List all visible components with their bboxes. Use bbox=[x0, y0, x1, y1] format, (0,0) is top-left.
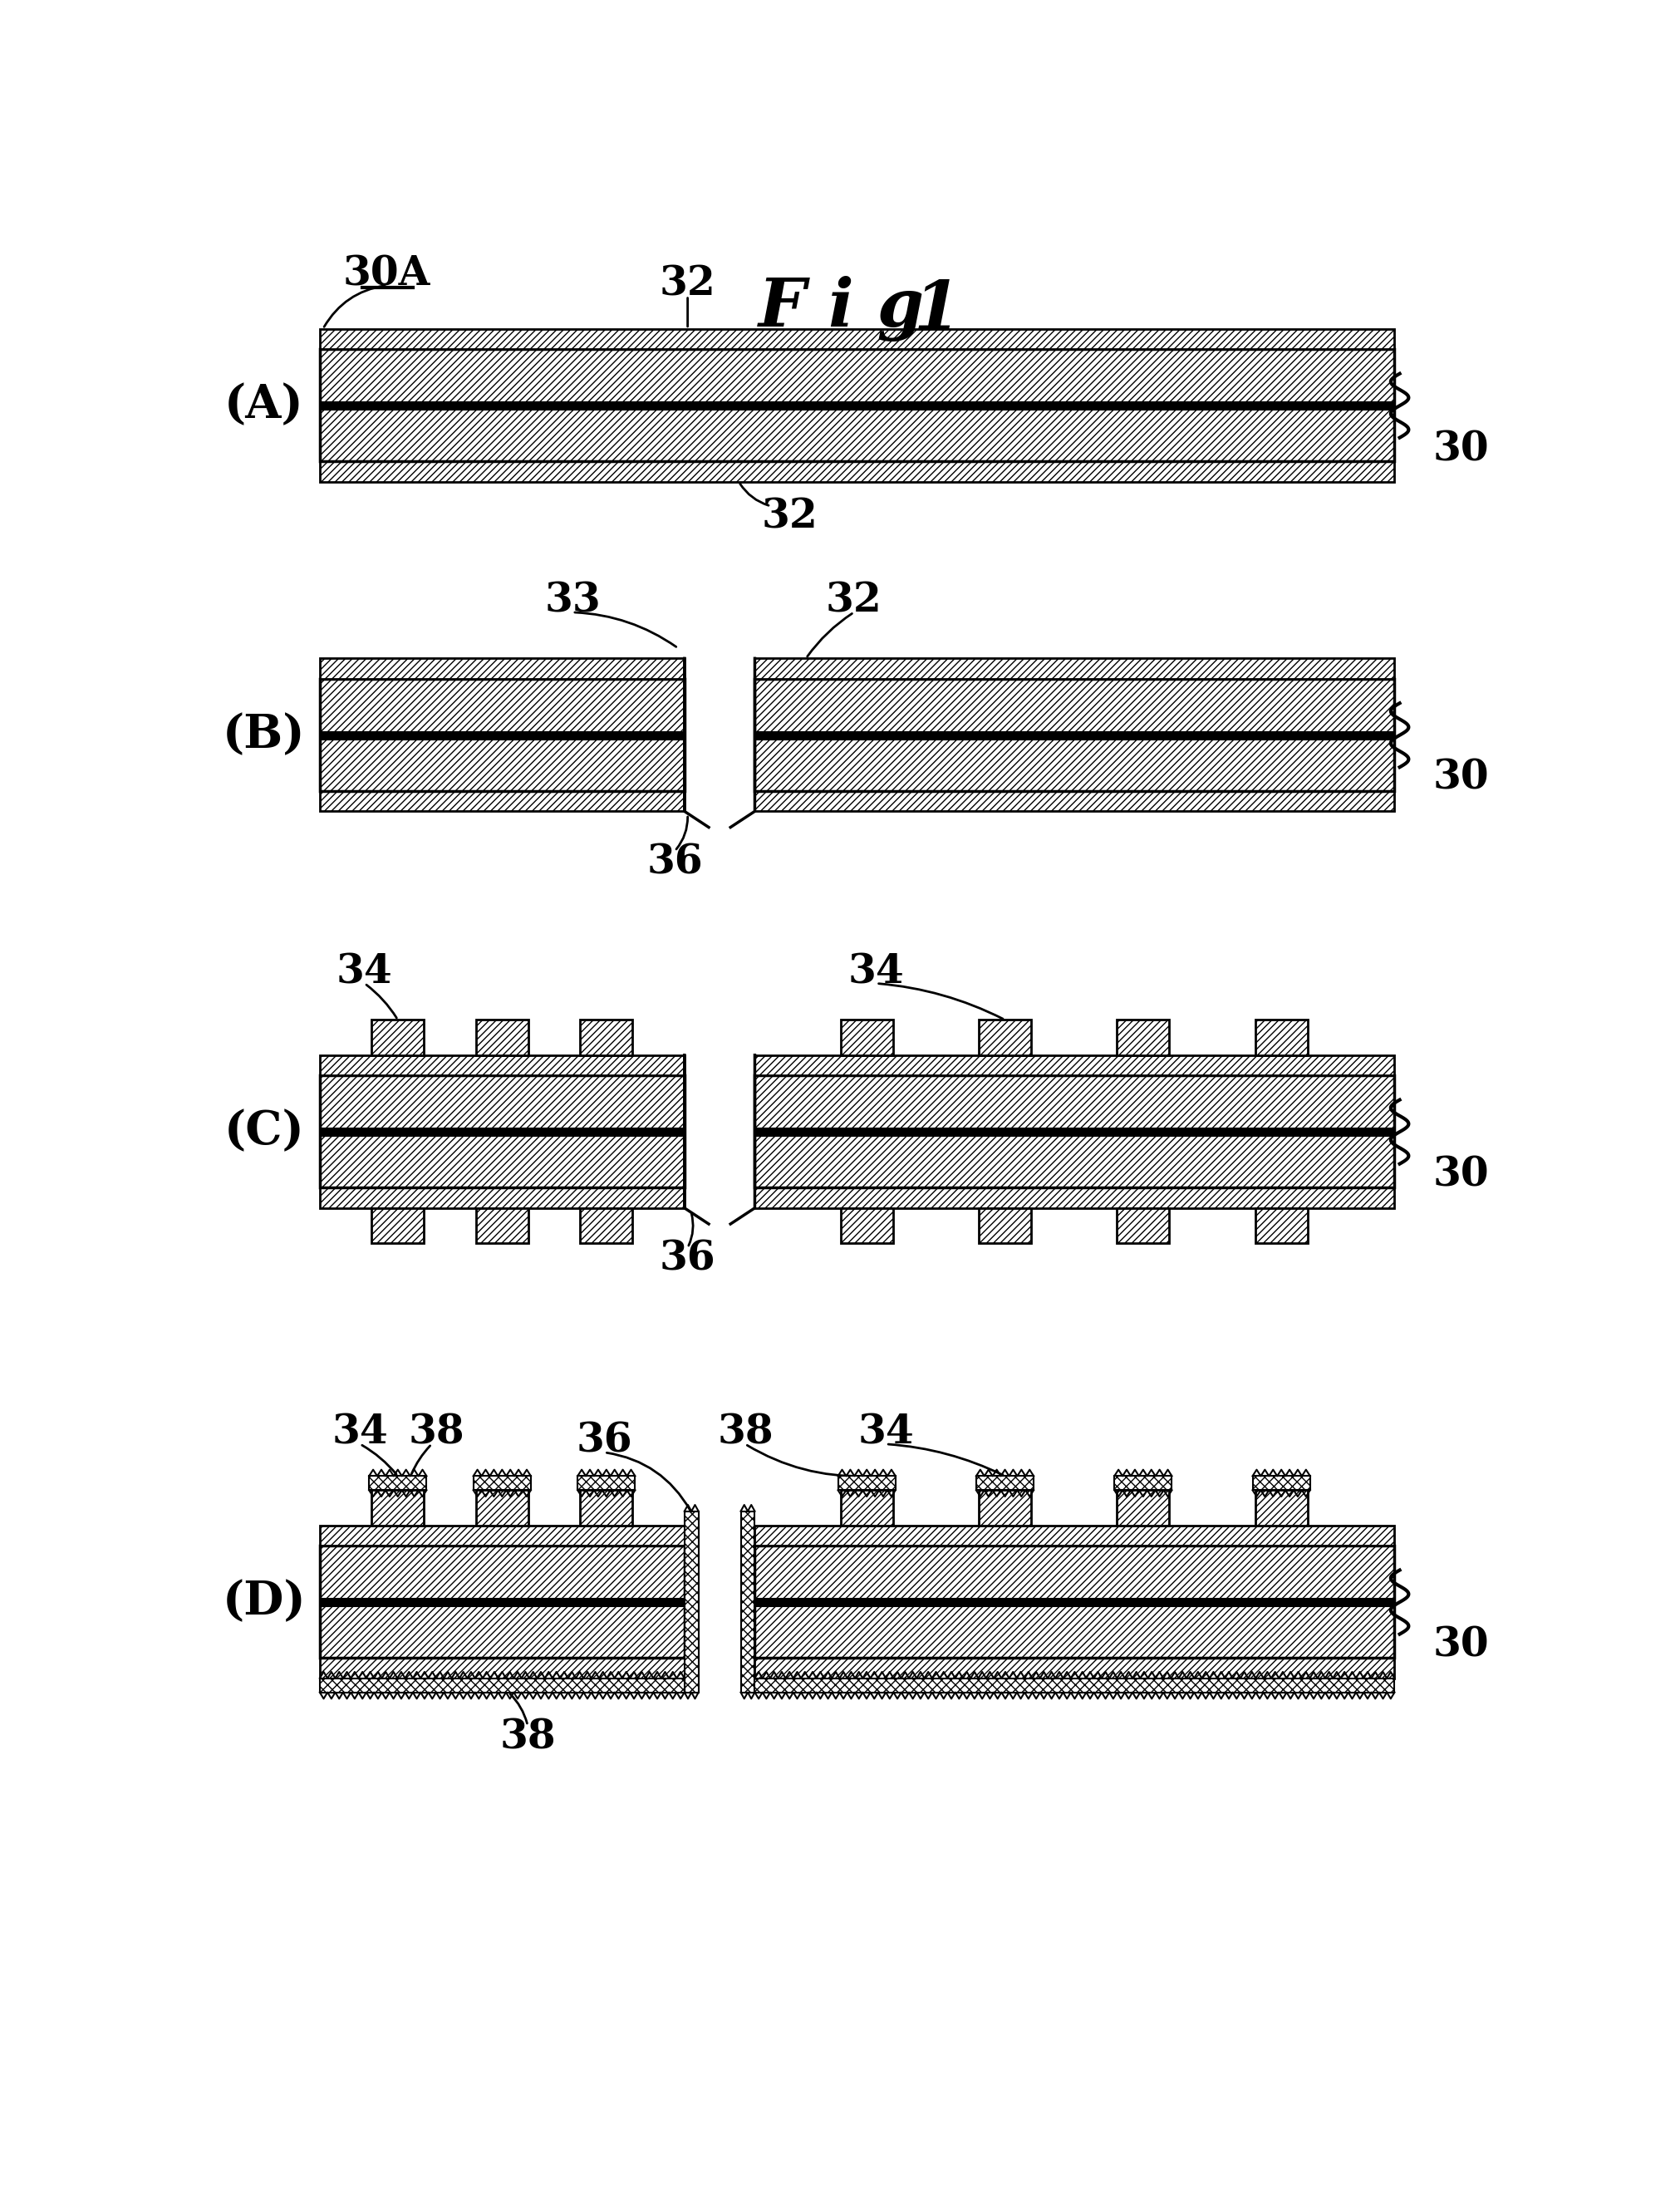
Bar bbox=[754, 1658, 1394, 1678]
Bar bbox=[754, 1055, 1394, 1075]
Text: 34: 34 bbox=[848, 951, 904, 991]
Bar bbox=[754, 678, 1394, 791]
Bar bbox=[979, 1209, 1032, 1244]
Text: (D): (D) bbox=[222, 1579, 306, 1625]
Bar bbox=[754, 1546, 1394, 1658]
Bar bbox=[754, 791, 1394, 810]
Text: 36: 36 bbox=[647, 843, 702, 883]
Bar bbox=[319, 1075, 684, 1187]
Text: 1: 1 bbox=[914, 277, 961, 344]
Bar bbox=[319, 658, 684, 678]
Bar bbox=[475, 1209, 528, 1244]
Bar bbox=[319, 1658, 684, 1678]
Bar bbox=[979, 1491, 1032, 1526]
Bar bbox=[1117, 1491, 1169, 1526]
Bar bbox=[319, 1526, 684, 1546]
Text: (C): (C) bbox=[223, 1110, 304, 1154]
Bar bbox=[319, 1055, 684, 1075]
Bar bbox=[754, 1526, 1394, 1546]
Bar bbox=[1114, 1475, 1173, 1491]
Text: 30: 30 bbox=[1433, 757, 1488, 797]
Bar bbox=[475, 1020, 528, 1055]
Bar bbox=[370, 1475, 427, 1491]
Text: 30: 30 bbox=[1433, 1156, 1488, 1193]
Bar bbox=[319, 791, 684, 810]
Text: 32: 32 bbox=[660, 264, 716, 304]
Bar bbox=[319, 1678, 684, 1693]
Bar bbox=[838, 1475, 895, 1491]
Bar bbox=[741, 1511, 754, 1693]
Bar bbox=[754, 1187, 1394, 1209]
Text: F i g: F i g bbox=[758, 275, 924, 341]
Bar bbox=[319, 1187, 684, 1209]
Bar bbox=[578, 1475, 635, 1491]
Text: 36: 36 bbox=[660, 1240, 716, 1279]
Text: (A): (A) bbox=[225, 383, 304, 429]
Bar bbox=[1255, 1020, 1307, 1055]
Bar bbox=[319, 1546, 684, 1658]
Bar bbox=[979, 1020, 1032, 1055]
Bar bbox=[684, 1511, 699, 1693]
Text: (B): (B) bbox=[223, 711, 306, 757]
Bar bbox=[754, 1678, 1394, 1693]
Text: 38: 38 bbox=[499, 1718, 556, 1757]
Bar bbox=[1255, 1491, 1307, 1526]
Text: 34: 34 bbox=[333, 1414, 388, 1451]
Bar bbox=[1117, 1209, 1169, 1244]
Bar bbox=[840, 1209, 894, 1244]
Text: 34: 34 bbox=[858, 1414, 914, 1451]
Text: 30A: 30A bbox=[343, 255, 430, 295]
Bar bbox=[319, 328, 1394, 350]
Text: 38: 38 bbox=[717, 1414, 773, 1451]
Bar bbox=[475, 1491, 528, 1526]
Bar bbox=[1255, 1209, 1307, 1244]
Bar bbox=[840, 1491, 894, 1526]
Text: 33: 33 bbox=[544, 581, 601, 621]
Bar bbox=[1253, 1475, 1310, 1491]
Text: 32: 32 bbox=[761, 498, 818, 537]
Bar bbox=[580, 1209, 633, 1244]
Text: 32: 32 bbox=[827, 581, 882, 621]
Bar bbox=[371, 1020, 423, 1055]
Bar bbox=[840, 1020, 894, 1055]
Text: 38: 38 bbox=[408, 1414, 465, 1451]
Bar bbox=[976, 1475, 1033, 1491]
Bar bbox=[319, 460, 1394, 482]
Text: 36: 36 bbox=[576, 1420, 633, 1460]
Text: 34: 34 bbox=[336, 951, 393, 991]
Bar bbox=[319, 350, 1394, 460]
Bar bbox=[754, 1075, 1394, 1187]
Bar bbox=[371, 1491, 423, 1526]
Text: 30: 30 bbox=[1433, 429, 1488, 469]
Bar bbox=[474, 1475, 531, 1491]
Bar bbox=[754, 658, 1394, 678]
Text: 30: 30 bbox=[1433, 1625, 1488, 1665]
Bar bbox=[319, 678, 684, 791]
Bar bbox=[580, 1020, 633, 1055]
Bar bbox=[1117, 1020, 1169, 1055]
Bar bbox=[580, 1491, 633, 1526]
Bar bbox=[371, 1209, 423, 1244]
